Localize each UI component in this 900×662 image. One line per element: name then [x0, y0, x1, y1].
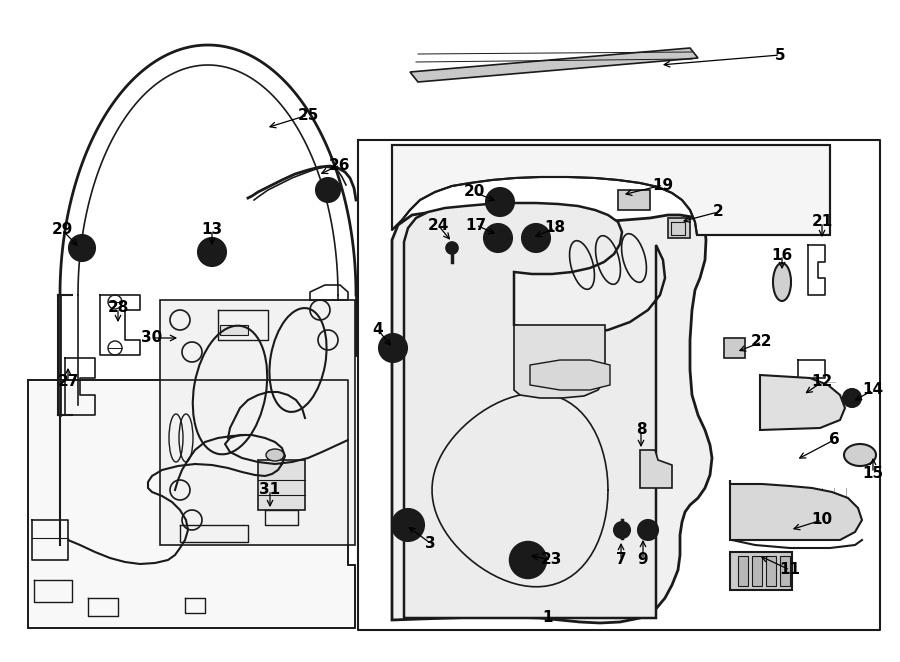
Ellipse shape	[266, 449, 284, 461]
Text: 22: 22	[752, 334, 773, 350]
Polygon shape	[410, 48, 698, 82]
Circle shape	[379, 334, 407, 362]
Circle shape	[205, 245, 219, 259]
Text: 26: 26	[329, 158, 351, 173]
Text: 29: 29	[51, 222, 73, 238]
Circle shape	[510, 542, 546, 578]
Text: 17: 17	[465, 218, 487, 232]
Text: 28: 28	[107, 301, 129, 316]
Polygon shape	[730, 552, 792, 590]
Polygon shape	[530, 360, 610, 390]
Polygon shape	[760, 375, 845, 430]
Circle shape	[198, 238, 226, 266]
Text: 8: 8	[635, 422, 646, 438]
Circle shape	[392, 509, 424, 541]
Polygon shape	[668, 218, 690, 238]
Circle shape	[493, 195, 507, 209]
Polygon shape	[752, 556, 762, 586]
Polygon shape	[28, 380, 355, 628]
Text: 12: 12	[812, 375, 833, 389]
Circle shape	[76, 242, 88, 254]
Text: 16: 16	[771, 248, 793, 263]
Text: 2: 2	[713, 205, 724, 220]
Text: 21: 21	[812, 214, 833, 230]
Text: 5: 5	[775, 48, 786, 62]
Text: 20: 20	[464, 185, 485, 199]
Polygon shape	[618, 190, 650, 210]
Text: 3: 3	[425, 536, 436, 551]
Text: 4: 4	[373, 322, 383, 338]
Polygon shape	[766, 556, 776, 586]
Polygon shape	[404, 203, 665, 618]
Circle shape	[316, 178, 340, 202]
Polygon shape	[514, 325, 605, 398]
Circle shape	[486, 188, 514, 216]
Text: 19: 19	[652, 177, 673, 193]
Circle shape	[69, 235, 95, 261]
Circle shape	[491, 231, 505, 245]
Polygon shape	[258, 460, 305, 510]
Text: 1: 1	[543, 610, 553, 624]
Polygon shape	[392, 212, 712, 623]
Text: 15: 15	[862, 465, 884, 481]
Polygon shape	[730, 480, 862, 540]
Text: 14: 14	[862, 383, 884, 397]
Text: 23: 23	[540, 553, 562, 567]
Circle shape	[843, 389, 861, 407]
Text: 25: 25	[297, 107, 319, 122]
Circle shape	[529, 231, 543, 245]
Circle shape	[638, 520, 658, 540]
Circle shape	[614, 522, 630, 538]
Text: 11: 11	[779, 563, 800, 577]
Text: 13: 13	[202, 222, 222, 238]
Polygon shape	[160, 300, 355, 545]
Polygon shape	[640, 450, 672, 488]
Circle shape	[400, 517, 416, 533]
Polygon shape	[780, 556, 790, 586]
Text: 10: 10	[812, 512, 833, 528]
Polygon shape	[220, 325, 248, 335]
Circle shape	[518, 550, 538, 570]
Text: 27: 27	[58, 375, 78, 389]
Polygon shape	[724, 338, 745, 358]
Polygon shape	[738, 556, 748, 586]
Text: 30: 30	[141, 330, 163, 346]
Ellipse shape	[773, 263, 791, 301]
Text: 7: 7	[616, 553, 626, 567]
Circle shape	[386, 341, 400, 355]
Text: 9: 9	[638, 553, 648, 567]
Text: 6: 6	[829, 432, 840, 448]
Circle shape	[643, 525, 653, 535]
Polygon shape	[392, 145, 830, 235]
Circle shape	[522, 224, 550, 252]
Ellipse shape	[844, 444, 876, 466]
Text: 31: 31	[259, 483, 281, 498]
Text: 24: 24	[428, 218, 449, 232]
Text: 18: 18	[544, 220, 565, 236]
Circle shape	[484, 224, 512, 252]
Circle shape	[322, 184, 334, 196]
Circle shape	[446, 242, 458, 254]
